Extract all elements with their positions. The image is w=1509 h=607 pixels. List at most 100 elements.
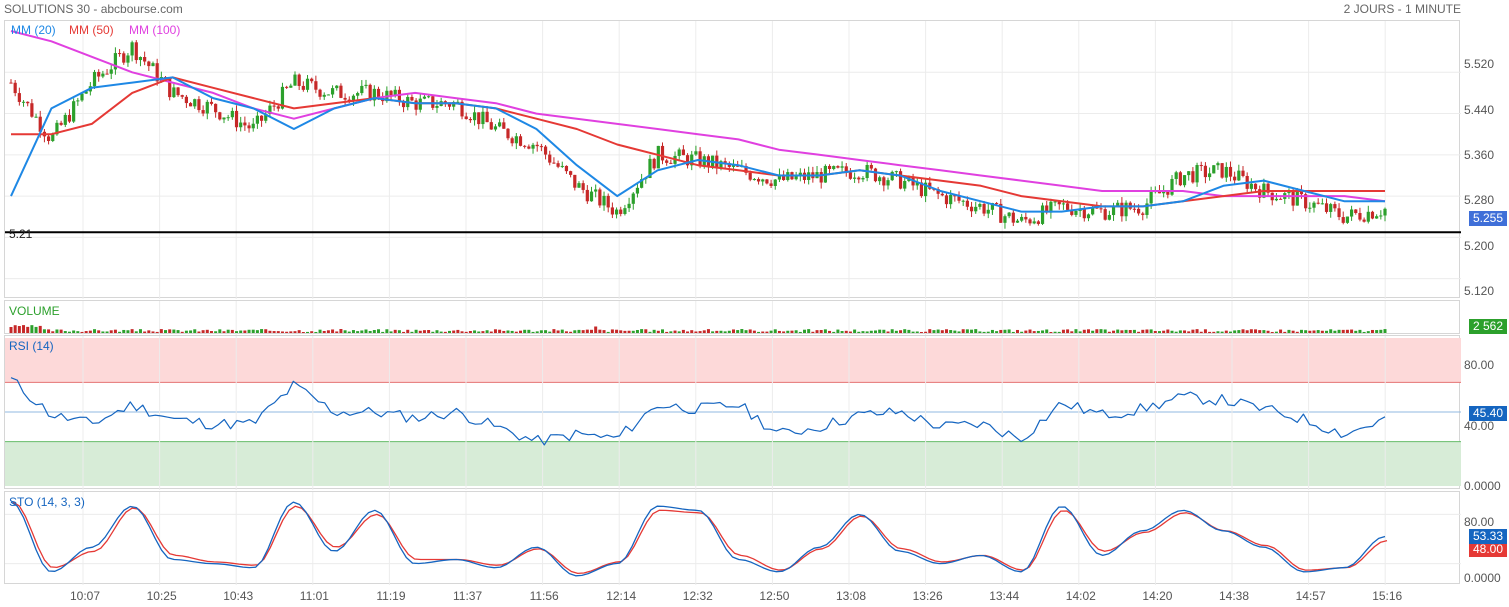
candle-body	[297, 74, 301, 86]
volume-bar	[878, 329, 882, 333]
volume-chart	[9, 301, 1387, 335]
x-tick-label: 10:07	[70, 589, 101, 603]
candle-body	[694, 151, 698, 155]
volume-bar	[539, 330, 543, 333]
volume-bar	[226, 329, 230, 333]
candle-body	[748, 172, 752, 180]
volume-bar	[757, 331, 761, 333]
volume-bar	[548, 331, 552, 333]
candle-body	[873, 168, 878, 182]
candle-body	[631, 193, 635, 204]
candle-body	[1299, 190, 1304, 195]
volume-bar	[130, 329, 134, 333]
volume-bar	[1099, 329, 1103, 333]
candle-body	[460, 101, 464, 117]
volume-bar	[88, 330, 92, 333]
volume-bar	[873, 330, 877, 333]
volume-bar	[506, 330, 510, 333]
volume-bar	[439, 331, 443, 333]
volume-bar	[907, 329, 911, 333]
volume-bar	[1379, 329, 1383, 333]
candle-body	[1291, 191, 1295, 206]
volume-bar	[34, 326, 38, 333]
volume-bar	[205, 329, 209, 333]
candle-body	[569, 171, 573, 175]
volume-bar	[1279, 329, 1283, 333]
volume-bar	[1212, 331, 1216, 333]
candle-body	[368, 84, 372, 101]
candle-body	[1358, 213, 1362, 220]
candle-body	[919, 182, 924, 197]
volume-bar	[147, 330, 151, 333]
candle-body	[289, 85, 293, 88]
volume-bar	[42, 329, 46, 333]
candle-body	[1379, 215, 1383, 217]
candle-body	[640, 179, 644, 188]
volume-bar	[164, 330, 168, 333]
candle-body	[1207, 173, 1212, 178]
volume-bar	[840, 331, 844, 333]
volume-bar	[1053, 331, 1057, 333]
volume-bar	[1195, 329, 1199, 333]
volume-bar	[1011, 331, 1015, 333]
candle-body	[339, 85, 343, 98]
candle-body	[113, 53, 118, 70]
volume-bar	[899, 330, 903, 333]
volume-bar	[235, 331, 239, 333]
candle-body	[343, 97, 347, 100]
candle-body	[26, 101, 30, 104]
candle-body	[364, 84, 368, 86]
candle-body	[627, 203, 631, 209]
candle-body	[322, 94, 326, 97]
volume-bar	[535, 331, 539, 333]
volume-bar	[431, 331, 435, 333]
volume-bar	[360, 330, 364, 333]
candle-body	[619, 209, 623, 214]
volume-bar	[1283, 331, 1287, 333]
volume-label: VOLUME	[9, 304, 60, 318]
volume-bar	[581, 330, 585, 333]
candle-body	[1149, 191, 1153, 204]
candle-body	[1199, 165, 1203, 167]
candle-body	[188, 103, 193, 107]
legend-mm20: MM (20)	[11, 23, 56, 37]
candle-body	[652, 158, 656, 169]
volume-bar	[573, 330, 577, 333]
mm50-line	[11, 76, 1385, 208]
candle-body	[1170, 178, 1174, 195]
volume-bar	[627, 330, 631, 333]
volume-bar	[744, 330, 748, 333]
candle-body	[226, 117, 230, 119]
volume-bar	[493, 329, 497, 333]
volume-bar	[134, 331, 138, 333]
candle-body	[293, 74, 297, 86]
volume-bar	[1325, 330, 1329, 333]
candle-body	[878, 177, 882, 182]
candle-body	[731, 164, 736, 167]
candle-body	[80, 93, 84, 101]
rsi-tag: 45.40	[1468, 406, 1507, 421]
volume-bar	[468, 331, 472, 333]
volume-bar	[168, 329, 172, 333]
price-tick-0: 5.520	[1464, 57, 1495, 71]
candle-body	[606, 195, 610, 208]
volume-bar	[652, 329, 656, 333]
x-tick-label: 14:38	[1219, 589, 1250, 603]
x-tick-label: 14:20	[1142, 589, 1173, 603]
volume-bar	[101, 331, 105, 333]
candle-body	[485, 111, 489, 123]
volume-bar	[544, 330, 548, 333]
volume-bar	[919, 331, 923, 333]
volume-bar	[1082, 329, 1086, 333]
candle-body	[1162, 190, 1166, 194]
volume-bar	[1366, 331, 1370, 333]
x-tick-label: 13:26	[912, 589, 943, 603]
candle-body	[573, 174, 577, 188]
volume-bar	[343, 330, 347, 333]
volume-bar	[690, 330, 694, 333]
volume-bar	[193, 329, 197, 333]
volume-bar	[306, 331, 310, 333]
candle-body	[543, 146, 548, 155]
price-tick-1: 5.440	[1464, 103, 1495, 117]
volume-bar	[1162, 330, 1166, 333]
